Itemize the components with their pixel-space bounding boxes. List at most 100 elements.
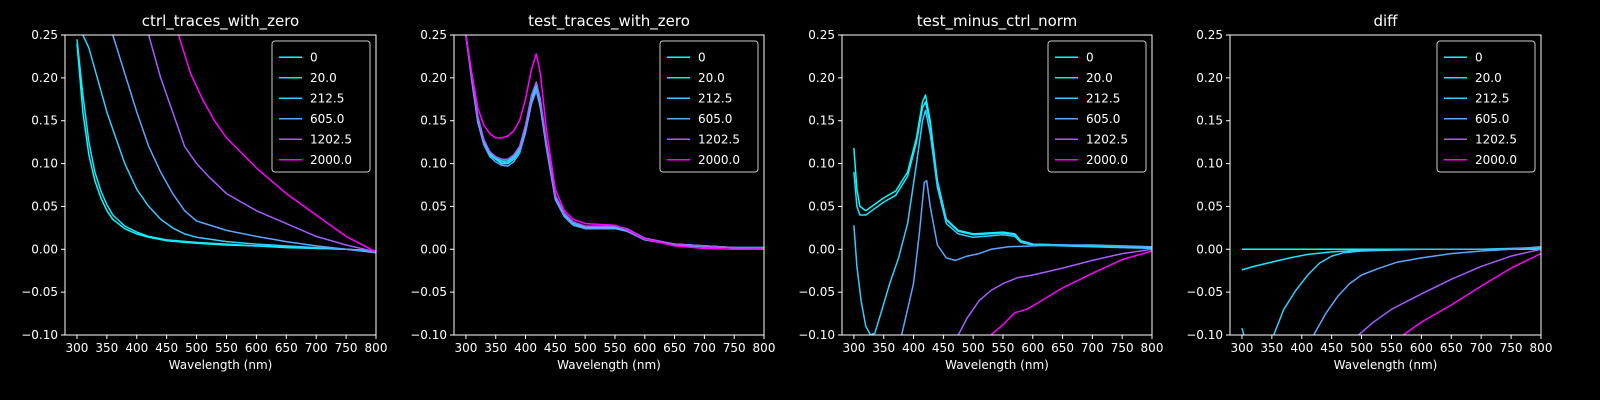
x-tick-label: 300 [842, 341, 865, 355]
legend-entry: 1202.5 [1475, 132, 1517, 146]
x-tick-label: 300 [66, 341, 89, 355]
series-line-1 [76, 39, 376, 252]
legend: 0 20.0 212.5 605.0 1202.5 2000.0 [1436, 40, 1536, 173]
y-tick-label: −0.05 [798, 285, 835, 299]
series-line-1 [853, 101, 1152, 249]
series-line-2 [82, 35, 376, 253]
x-tick-label: 700 [1470, 341, 1493, 355]
x-tick-label: 800 [753, 341, 776, 355]
legend-entry: 20.0 [310, 71, 337, 85]
x-tick-label: 550 [604, 341, 627, 355]
y-tick-label: 0.05 [808, 199, 835, 213]
legend-entry: 2000.0 [1086, 153, 1128, 167]
axes-frame [1229, 34, 1542, 336]
y-tick-label: 0.00 [31, 242, 58, 256]
x-tick-label: 650 [1440, 341, 1463, 355]
x-axis-label: Wavelength (nm) [557, 358, 661, 372]
legend: 0 20.0 212.5 605.0 1202.5 2000.0 [659, 40, 759, 173]
y-tick-label: 0.20 [31, 71, 58, 85]
x-axis-label: Wavelength (nm) [169, 358, 273, 372]
y-tick-label: 0.10 [1196, 157, 1223, 171]
legend-entry: 1202.5 [698, 132, 740, 146]
x-tick-label: 550 [992, 341, 1015, 355]
axes-frame [64, 34, 377, 336]
x-tick-label: 550 [1380, 341, 1403, 355]
x-tick-label: 800 [1141, 341, 1164, 355]
legend-entry: 0 [1475, 50, 1483, 64]
legend-entry: 0 [310, 50, 318, 64]
x-tick-label: 750 [1500, 341, 1523, 355]
legend-entry: 1202.5 [310, 132, 352, 146]
y-tick-label: −0.05 [410, 285, 447, 299]
y-tick-label: 0.15 [420, 114, 447, 128]
y-tick-label: 0.05 [1196, 199, 1223, 213]
x-tick-label: 400 [514, 341, 537, 355]
x-tick-label: 650 [1051, 341, 1074, 355]
x-axis-label: Wavelength (nm) [1334, 358, 1438, 372]
legend: 0 20.0 212.5 605.0 1202.5 2000.0 [271, 40, 371, 173]
x-tick-label: 550 [215, 341, 238, 355]
legend-entry: 20.0 [1475, 71, 1502, 85]
series-line-5 [1358, 248, 1541, 335]
y-tick-label: 0.00 [1196, 242, 1223, 256]
x-tick-label: 350 [95, 341, 118, 355]
y-tick-label: 0.10 [31, 157, 58, 171]
y-tick-label: 0.15 [808, 114, 835, 128]
x-tick-label: 350 [1260, 341, 1283, 355]
legend-entry: 212.5 [1086, 91, 1120, 105]
x-tick-label: 400 [125, 341, 148, 355]
series-line-4 [957, 248, 1152, 335]
legend-entry: 605.0 [1086, 112, 1120, 126]
x-tick-label: 800 [1530, 341, 1553, 355]
x-tick-label: 500 [962, 341, 985, 355]
series-line-4 [465, 35, 764, 249]
x-tick-label: 350 [484, 341, 507, 355]
y-tick-label: 0.25 [31, 28, 58, 42]
series-line-6 [1402, 252, 1541, 335]
x-tick-label: 750 [723, 341, 746, 355]
x-tick-label: 650 [275, 341, 298, 355]
y-tick-label: 0.05 [31, 199, 58, 213]
x-tick-label: 600 [1021, 341, 1044, 355]
chart-title: test_traces_with_zero [528, 12, 690, 31]
y-tick-label: 0.00 [420, 242, 447, 256]
axes-frame [841, 34, 1153, 336]
series-line-3 [465, 35, 764, 249]
x-tick-label: 450 [1320, 341, 1343, 355]
legend-entry: 20.0 [1086, 71, 1113, 85]
series-line-4 [147, 35, 376, 253]
x-tick-label: 700 [305, 341, 328, 355]
x-tick-label: 450 [544, 341, 567, 355]
x-tick-label: 650 [663, 341, 686, 355]
legend-entry: 605.0 [698, 112, 732, 126]
y-tick-label: 0.00 [808, 242, 835, 256]
chart-title: test_minus_ctrl_norm [917, 12, 1078, 31]
x-tick-label: 800 [365, 341, 388, 355]
x-tick-label: 600 [633, 341, 656, 355]
x-tick-label: 350 [872, 341, 895, 355]
x-tick-label: 750 [1111, 341, 1134, 355]
series-line-5 [177, 35, 376, 253]
series-line-2 [1241, 327, 1245, 335]
y-tick-label: 0.25 [808, 28, 835, 42]
series-line-4 [1313, 245, 1541, 335]
x-tick-label: 500 [574, 341, 597, 355]
y-tick-label: −0.10 [410, 328, 447, 342]
legend-entry: 1202.5 [1086, 132, 1128, 146]
x-tick-label: 700 [1081, 341, 1104, 355]
legend: 0 20.0 212.5 605.0 1202.5 2000.0 [1047, 40, 1147, 173]
panel-1: 300 350 400 450 500 550 600 650 700 750 800 −0.10 −0… [410, 12, 775, 372]
y-tick-label: 0.10 [420, 157, 447, 171]
y-tick-label: −0.10 [798, 328, 835, 342]
y-tick-label: 0.10 [808, 157, 835, 171]
x-tick-label: 400 [902, 341, 925, 355]
legend-entry: 0 [1086, 50, 1094, 64]
x-tick-label: 450 [155, 341, 178, 355]
legend-entry: 605.0 [1475, 112, 1509, 126]
y-tick-label: 0.15 [1196, 114, 1223, 128]
x-tick-label: 450 [932, 341, 955, 355]
y-tick-label: 0.20 [1196, 71, 1223, 85]
legend-entry: 212.5 [310, 91, 344, 105]
